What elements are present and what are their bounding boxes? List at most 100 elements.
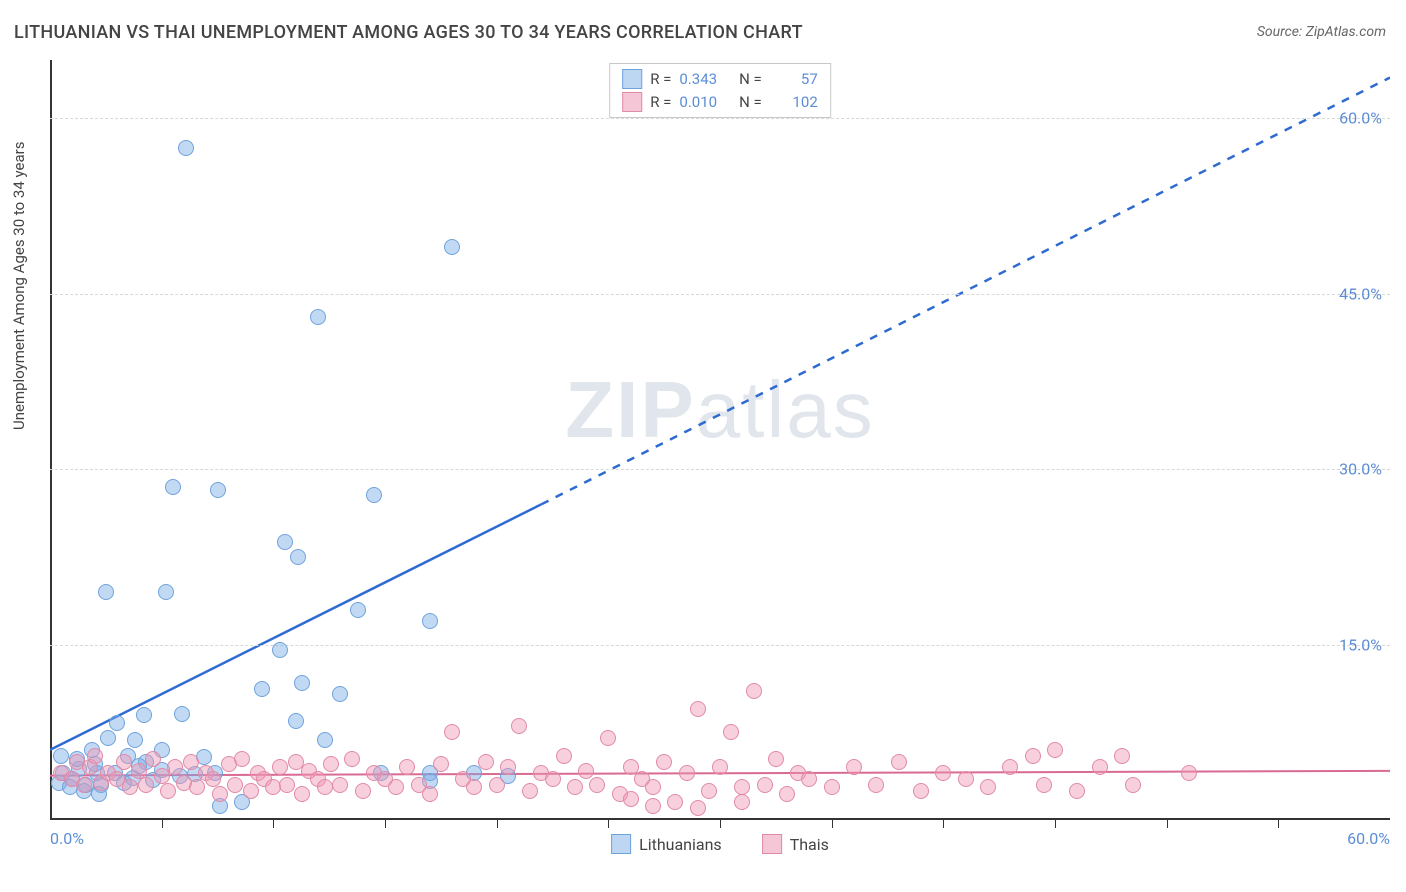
grid-line xyxy=(50,118,1390,119)
data-point xyxy=(779,786,795,802)
data-point xyxy=(556,748,572,764)
n-label: N = xyxy=(735,68,761,91)
data-point xyxy=(444,239,460,255)
xtick xyxy=(608,820,609,828)
ytick-label: 45.0% xyxy=(1339,284,1382,303)
data-point xyxy=(1092,759,1108,775)
data-point xyxy=(136,707,152,723)
data-point xyxy=(87,748,103,764)
data-point xyxy=(1069,783,1085,799)
data-point xyxy=(723,724,739,740)
data-point xyxy=(746,683,762,699)
data-point xyxy=(366,487,382,503)
data-point xyxy=(98,584,114,600)
swatch-thais-icon xyxy=(762,834,782,854)
data-point xyxy=(1025,748,1041,764)
n-value-thais: 102 xyxy=(770,91,818,114)
data-point xyxy=(980,779,996,795)
data-point xyxy=(332,686,348,702)
data-point xyxy=(466,779,482,795)
xtick xyxy=(273,820,274,828)
y-axis-label: Unemployment Among Ages 30 to 34 years xyxy=(10,142,28,430)
data-point xyxy=(478,754,494,770)
data-point xyxy=(645,779,661,795)
data-point xyxy=(205,771,221,787)
data-point xyxy=(545,771,561,787)
watermark: ZIPatlas xyxy=(565,364,874,456)
legend-item-lithuanians: Lithuanians xyxy=(611,834,722,854)
data-point xyxy=(294,786,310,802)
data-point xyxy=(355,783,371,799)
data-point xyxy=(958,771,974,787)
xtick xyxy=(832,820,833,828)
data-point xyxy=(288,713,304,729)
r-label: R = xyxy=(650,91,671,114)
data-point xyxy=(522,783,538,799)
swatch-thais-icon xyxy=(622,92,642,112)
data-point xyxy=(511,718,527,734)
data-point xyxy=(824,779,840,795)
data-point xyxy=(272,759,288,775)
data-point xyxy=(145,751,161,767)
data-point xyxy=(712,759,728,775)
data-point xyxy=(227,777,243,793)
stats-row-lithuanians: R = 0.343 N = 57 xyxy=(622,68,818,91)
n-label: N = xyxy=(735,91,761,114)
xtick xyxy=(162,820,163,828)
data-point xyxy=(165,479,181,495)
data-point xyxy=(734,779,750,795)
data-point xyxy=(116,754,132,770)
data-point xyxy=(589,777,605,793)
data-point xyxy=(317,732,333,748)
data-point xyxy=(768,751,784,767)
data-point xyxy=(1125,777,1141,793)
data-point xyxy=(734,794,750,810)
grid-line xyxy=(50,294,1390,295)
data-point xyxy=(500,759,516,775)
grid-line xyxy=(50,469,1390,470)
data-point xyxy=(868,777,884,793)
xtick xyxy=(1278,820,1279,828)
data-point xyxy=(645,798,661,814)
data-point xyxy=(310,309,326,325)
r-value-lithuanians: 0.343 xyxy=(679,68,727,91)
data-point xyxy=(243,783,259,799)
ytick-label: 15.0% xyxy=(1339,635,1382,654)
data-point xyxy=(433,756,449,772)
xtick-label: 0.0% xyxy=(50,829,84,848)
data-point xyxy=(422,786,438,802)
data-point xyxy=(399,759,415,775)
r-value-thais: 0.010 xyxy=(679,91,727,114)
xtick xyxy=(1055,820,1056,828)
data-point xyxy=(679,765,695,781)
data-point xyxy=(53,748,69,764)
data-point xyxy=(272,642,288,658)
swatch-lithuanians-icon xyxy=(611,834,631,854)
data-point xyxy=(600,730,616,746)
data-point xyxy=(567,779,583,795)
data-point xyxy=(290,549,306,565)
data-point xyxy=(701,783,717,799)
y-axis-line xyxy=(50,60,52,820)
data-point xyxy=(174,706,190,722)
ytick-label: 30.0% xyxy=(1339,460,1382,479)
xtick xyxy=(1167,820,1168,828)
data-point xyxy=(656,754,672,770)
legend-bottom: Lithuanians Thais xyxy=(611,834,829,854)
legend-item-thais: Thais xyxy=(762,834,829,854)
xtick-label: 60.0% xyxy=(1347,829,1390,848)
data-point xyxy=(122,779,138,795)
xtick xyxy=(943,820,944,828)
data-point xyxy=(623,791,639,807)
data-point xyxy=(489,777,505,793)
data-point xyxy=(690,701,706,717)
data-point xyxy=(183,754,199,770)
data-point xyxy=(846,759,862,775)
chart-area: ZIPatlas 15.0%30.0%45.0%60.0%0.0%60.0% R… xyxy=(50,60,1390,820)
data-point xyxy=(690,800,706,816)
xtick xyxy=(720,820,721,828)
trend-lines xyxy=(50,60,1390,820)
data-point xyxy=(578,763,594,779)
data-point xyxy=(422,613,438,629)
data-point xyxy=(350,602,366,618)
